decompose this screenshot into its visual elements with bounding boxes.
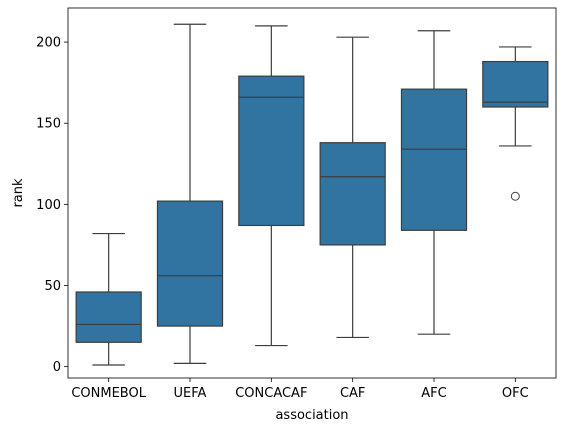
axes-frame	[67, 7, 557, 379]
x-tick-label: CONCACAF	[235, 386, 307, 401]
iqr-box	[238, 75, 305, 227]
x-axis: CONMEBOL UEFA CONCACAF CAF AFC OFC	[71, 378, 529, 401]
box-caf	[319, 36, 386, 339]
y-tick-label: 100	[36, 198, 61, 213]
x-tick-label: CONMEBOL	[71, 386, 146, 401]
box-afc	[400, 30, 468, 335]
iqr-box	[482, 60, 549, 108]
iqr-box	[319, 142, 386, 246]
x-tick-label: AFC	[421, 386, 446, 401]
box-concacaf	[238, 25, 305, 347]
x-tick-label: UEFA	[174, 386, 207, 401]
iqr-box	[75, 291, 142, 343]
y-tick-label: 200	[36, 36, 61, 51]
y-tick-label: 50	[44, 279, 61, 294]
iqr-box	[400, 88, 468, 231]
outlier-point	[510, 191, 520, 201]
plot-area	[75, 23, 549, 366]
x-tick-label: CAF	[340, 386, 365, 401]
y-axis-label: rank	[11, 178, 26, 208]
y-tick-label: 0	[53, 360, 61, 375]
y-axis: 0 50 100 150 200	[36, 36, 68, 375]
iqr-box	[156, 200, 224, 327]
x-axis-label: association	[275, 408, 348, 423]
x-tick-label: OFC	[502, 386, 529, 401]
box-conmebol	[75, 232, 142, 366]
y-tick-label: 150	[36, 117, 61, 132]
box-uefa	[156, 23, 224, 364]
box-ofc	[482, 46, 549, 201]
